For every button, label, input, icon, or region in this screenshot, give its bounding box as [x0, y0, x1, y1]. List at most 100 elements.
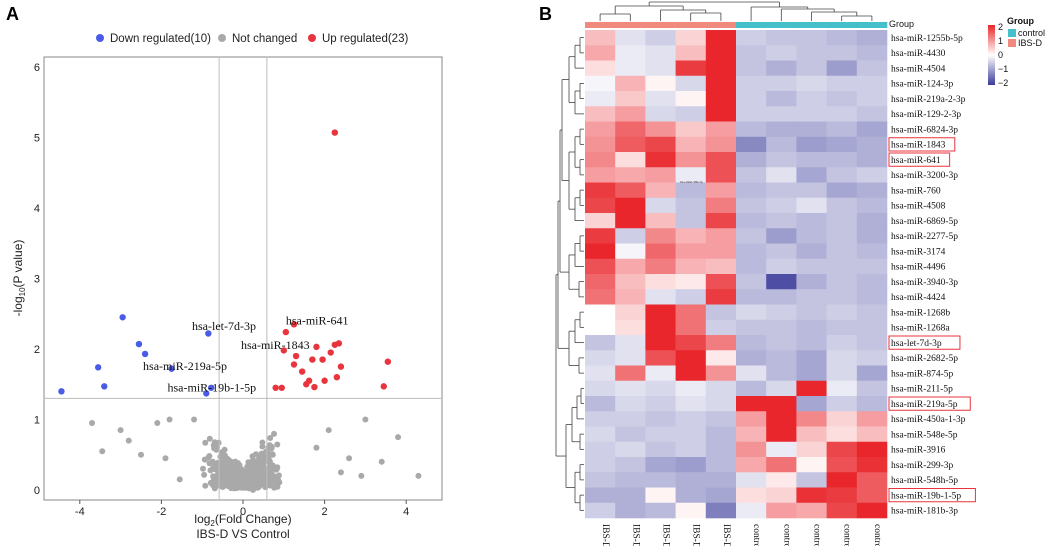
heatmap-cell	[705, 319, 737, 336]
heatmap-cell	[736, 106, 767, 122]
heatmap-cell	[705, 426, 737, 443]
heatmap-cell	[766, 426, 797, 443]
heatmap-cell	[796, 380, 827, 397]
row-label: hsa-miR-4504	[891, 64, 946, 74]
row-label: hsa-miR-6824-3p	[891, 125, 958, 135]
group-bar-cell	[856, 22, 888, 28]
legend-control-label: control	[1018, 28, 1045, 38]
not-changed-point	[251, 474, 258, 481]
heatmap-cell	[736, 274, 767, 290]
group-bar-cell	[675, 22, 707, 28]
heatmap-cell	[736, 304, 767, 321]
heatmap-cell	[675, 136, 707, 153]
heatmap-cell	[766, 274, 797, 290]
x-tick-label: 0	[240, 506, 246, 518]
not-changed-point	[207, 479, 214, 486]
group-legend-title: Group	[1007, 16, 1034, 26]
row-label: hsa-miR-3200-3p	[891, 171, 958, 181]
significant-points	[58, 129, 392, 397]
heatmap-cell	[766, 167, 797, 183]
not-changed-point	[267, 435, 274, 441]
heatmap-cell	[826, 274, 858, 290]
down-regulated-point	[135, 340, 143, 348]
heatmap-cell	[585, 411, 616, 427]
heatmap-cell	[645, 441, 676, 458]
highlight-box	[888, 335, 961, 350]
heatmap-cell	[615, 274, 646, 290]
heatmap-cell	[856, 60, 888, 77]
group-bar-cell	[645, 22, 676, 28]
heatmap-cell	[615, 213, 646, 229]
not-changed-point	[275, 472, 282, 479]
heatmap-cell	[645, 365, 676, 382]
not-changed-point	[259, 443, 266, 450]
heatmap-cell	[856, 213, 888, 229]
heatmap-cell	[645, 258, 676, 275]
heatmap-cell	[645, 289, 676, 305]
threshold-lines	[45, 58, 441, 499]
heatmap-row-labels: hsa-miR-1255b-5p hsa-miR-4430 hsa-miR-4504…	[888, 34, 976, 517]
heatmap-cell	[675, 152, 707, 168]
heatmap-cell	[705, 350, 737, 366]
heatmap-cell	[736, 182, 767, 199]
point-annotation-label: hsa-let-7d-3p	[192, 319, 256, 333]
heatmap-cell	[856, 426, 888, 443]
up-regulated-point	[290, 361, 298, 368]
x-tick-label: -4	[75, 506, 85, 518]
heatmap-cell	[736, 136, 767, 153]
not-changed-point	[202, 482, 209, 489]
heatmap-cell	[645, 502, 676, 519]
heatmap-cell	[675, 396, 707, 412]
heatmap-cell	[585, 45, 616, 61]
not-changed-point	[256, 454, 263, 461]
column-label: IBS-D 1	[691, 524, 701, 546]
highlight-box	[888, 396, 971, 411]
heatmap-cell	[736, 75, 767, 92]
heatmap-cell	[856, 258, 888, 275]
row-label: hsa-miR-4430	[891, 49, 946, 59]
point-annotation-label: hsa-miR-1843	[241, 338, 310, 352]
up-regulated-point	[278, 384, 285, 391]
colorbar-tick-label: 1	[998, 36, 1003, 46]
row-label: hsa-miR-4496	[891, 263, 946, 273]
heatmap-cell	[856, 243, 888, 260]
group-bar-cell	[705, 22, 737, 28]
heatmap-cell	[796, 30, 827, 46]
heatmap-cell	[585, 289, 616, 305]
point-annotation-label: hsa-miR-19b-1-5p	[168, 380, 257, 394]
heatmap-cell	[736, 243, 767, 260]
row-label: hsa-miR-2277-5p	[891, 232, 958, 242]
row-label: hsa-miR-219a-5p	[891, 400, 958, 410]
heatmap-cell	[585, 319, 616, 336]
heatmap-cell	[856, 365, 888, 382]
volcano-y-axis-title: -log10(P value)	[11, 240, 27, 317]
row-label: hsa-miR-3916	[891, 446, 946, 456]
heatmap-cell	[675, 289, 707, 305]
y-tick-label: 6	[34, 62, 40, 74]
heatmap-cell	[826, 228, 858, 244]
heatmap-cell	[826, 243, 858, 260]
heatmap-cell	[766, 289, 797, 305]
heatmap-cell	[705, 106, 737, 122]
heatmap-cell	[796, 502, 827, 519]
heatmap-cell	[705, 213, 737, 229]
heatmap-cell	[766, 75, 797, 92]
heatmap-cell	[796, 60, 827, 77]
heatmap-cell	[585, 350, 616, 366]
colorbar-tick-label: 2	[998, 22, 1003, 32]
column-dendrogram	[599, 1, 873, 21]
heatmap-cell	[585, 335, 616, 351]
row-label: hsa-miR-3174	[891, 247, 946, 257]
y-tick-label: 3	[34, 274, 40, 286]
heatmap-cell	[826, 136, 858, 153]
heatmap-cell	[645, 45, 676, 61]
heatmap-cell	[826, 258, 858, 275]
heatmap-cell	[675, 167, 707, 183]
heatmap-cell	[766, 152, 797, 168]
heatmap-cell	[615, 243, 646, 260]
legend-ibsd-swatch	[1008, 39, 1016, 47]
heatmap-cell	[856, 304, 888, 321]
heatmap-cell	[766, 243, 797, 260]
up-regulated-point	[335, 340, 343, 347]
heatmap-cell	[736, 213, 767, 229]
